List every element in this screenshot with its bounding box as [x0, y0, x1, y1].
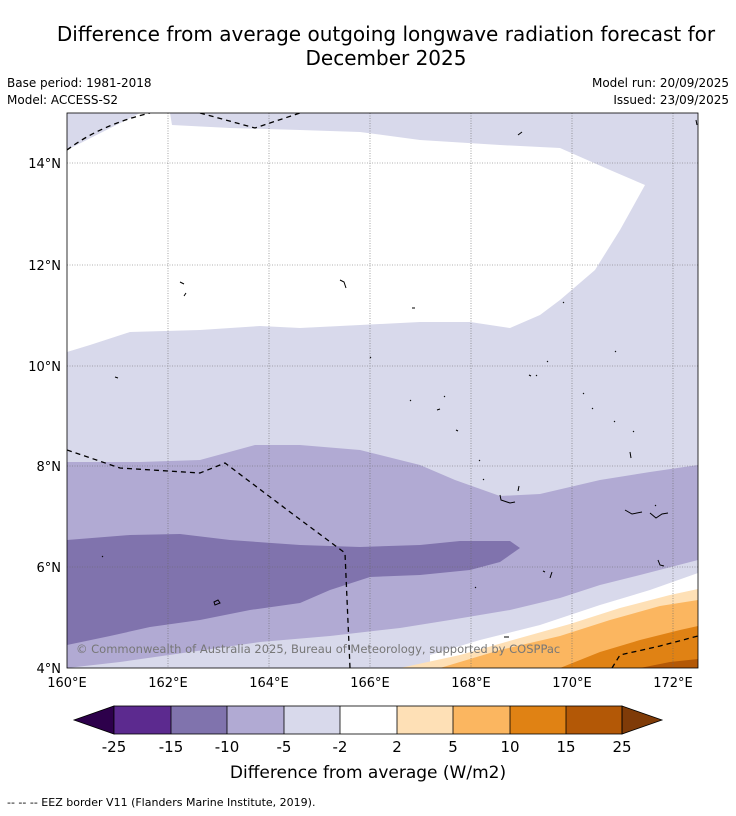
colorbar-swatch	[510, 706, 566, 734]
colorbar-frame	[113, 705, 623, 735]
lat-label: 6°N	[37, 561, 62, 576]
colorbar-tick: 25	[612, 738, 631, 756]
map-title: Difference from average outgoing longwav…	[0, 22, 736, 70]
colorbar-tick: 10	[500, 738, 519, 756]
colorbar-swatch	[397, 706, 453, 734]
lon-label: 170°E	[552, 676, 592, 691]
colorbar: -25 -15 -10 -5 -2 2 5 10 15 25 Differenc…	[72, 705, 664, 783]
colorbar-dividers	[170, 706, 567, 734]
band-15-25	[640, 659, 698, 668]
issued-date: Issued: 23/09/2025	[613, 93, 729, 107]
map-frame	[66, 112, 699, 669]
copyright-text: © Commonwealth of Australia 2025, Bureau…	[76, 642, 560, 656]
lon-label: 160°E	[47, 676, 87, 691]
eez-borders	[67, 113, 698, 668]
meta-right: Model run: 20/09/2025 Issued: 23/09/2025	[592, 75, 729, 109]
map-panel: © Commonwealth of Australia 2025, Bureau…	[67, 113, 698, 668]
lat-label: 4°N	[37, 662, 62, 677]
lon-axis: 160°E 162°E 164°E 166°E 168°E 170°E 172°…	[47, 676, 693, 691]
colorbar-tick: 5	[448, 738, 458, 756]
colorbar-tick: 2	[392, 738, 402, 756]
model-name: Model: ACCESS-S2	[7, 93, 119, 107]
colorbar-label: Difference from average (W/m2)	[230, 763, 506, 783]
lat-label: 8°N	[37, 460, 62, 475]
lon-label: 168°E	[451, 676, 491, 691]
lat-label: 10°N	[28, 360, 61, 375]
colorbar-tick: -2	[333, 738, 348, 756]
colorbar-tick: 15	[556, 738, 575, 756]
band-near-normal-north	[67, 113, 645, 352]
colorbar-tick: -15	[159, 738, 184, 756]
band-minus15-minus10	[67, 534, 520, 645]
colorbar-swatch	[566, 706, 622, 734]
colorbar-swatch	[284, 706, 340, 734]
eez-legend-note: -- -- -- EEZ border V11 (Flanders Marine…	[7, 796, 316, 809]
colorbar-swatch	[453, 706, 510, 734]
colorbar-swatch	[171, 706, 227, 734]
lat-axis: 14°N 12°N 10°N 8°N 6°N 4°N	[28, 157, 61, 677]
gridlines	[67, 113, 698, 668]
title-line-2: December 2025	[305, 46, 467, 70]
base-period: Base period: 1981-2018	[7, 76, 152, 90]
islands	[101, 119, 698, 638]
title-line-1: Difference from average outgoing longwav…	[56, 22, 716, 46]
meta-left: Base period: 1981-2018 Model: ACCESS-S2	[7, 75, 152, 109]
colorbar-extend-low	[72, 705, 115, 735]
lon-label: 166°E	[350, 676, 390, 691]
colorbar-swatch	[114, 706, 171, 734]
lat-label: 12°N	[28, 259, 61, 274]
band-10-15	[560, 626, 698, 668]
lon-label: 164°E	[249, 676, 289, 691]
colorbar-swatch	[227, 706, 284, 734]
model-run: Model run: 20/09/2025	[591, 76, 729, 90]
colorbar-tick: -5	[277, 738, 292, 756]
colorbar-extend-high	[621, 705, 664, 735]
lon-label: 162°E	[148, 676, 188, 691]
lat-label: 14°N	[28, 157, 61, 172]
colorbar-tick: -25	[102, 738, 127, 756]
lon-label: 172°E	[653, 676, 693, 691]
colorbar-tick: -10	[215, 738, 240, 756]
colorbar-ticks: -25 -15 -10 -5 -2 2 5 10 15 25	[102, 738, 632, 756]
colorbar-swatch	[340, 706, 397, 734]
